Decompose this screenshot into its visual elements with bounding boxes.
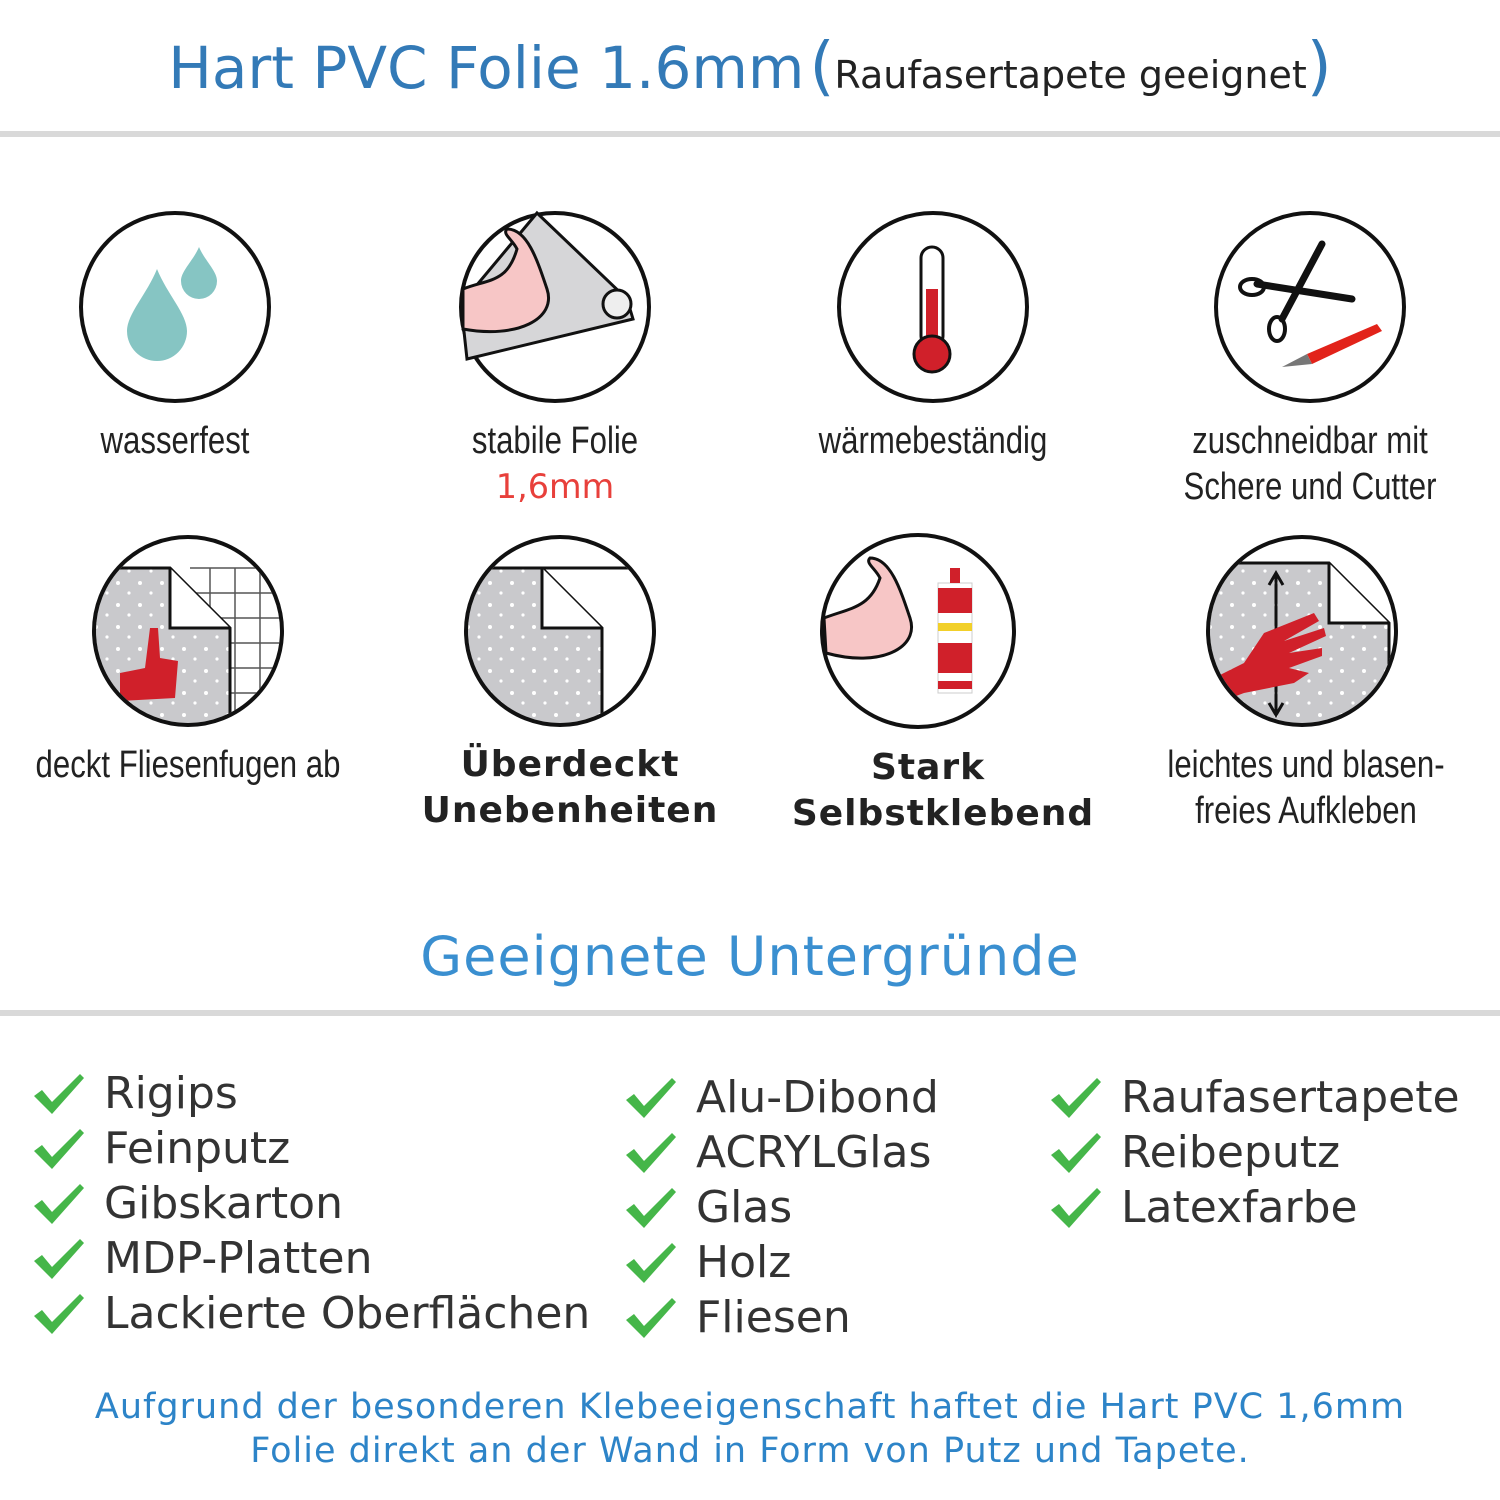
surface-item: Glas <box>624 1180 939 1235</box>
surface-label: Alu-Dibond <box>696 1072 939 1123</box>
surface-item: ACRYLGlas <box>624 1125 939 1180</box>
thermometer-icon <box>837 211 1029 403</box>
surface-item: Feinputz <box>32 1121 590 1176</box>
surface-label: Glas <box>696 1182 793 1233</box>
strong-adhesive-icon <box>820 533 1016 729</box>
check-icon <box>626 1132 676 1173</box>
page-title: Hart PVC Folie 1.6mm (Raufasertapete gee… <box>0 30 1500 104</box>
feature-label-uneven: Überdeckt Unebenheiten <box>410 742 730 834</box>
surface-item: Rigips <box>32 1066 590 1121</box>
tile-cover-icon <box>92 535 284 727</box>
surface-item: Reibeputz <box>1049 1125 1460 1180</box>
footer-note: Aufgrund der besonderen Klebeeigenschaft… <box>0 1385 1500 1473</box>
check-icon <box>34 1183 84 1224</box>
check-icon <box>34 1073 84 1114</box>
check-icon <box>34 1293 84 1334</box>
footer-line-1: Aufgrund der besonderen Klebeeigenschaft… <box>94 1387 1406 1427</box>
hand-smoothing-icon <box>1206 535 1398 727</box>
divider <box>0 131 1500 137</box>
feature-label-waterproof: wasserfest <box>100 420 250 462</box>
surface-item: MDP-Platten <box>32 1231 590 1286</box>
check-icon <box>1051 1132 1101 1173</box>
surface-label: Latexfarbe <box>1121 1182 1358 1233</box>
surface-item: Alu-Dibond <box>624 1070 939 1125</box>
surface-label: Lackierte Oberflächen <box>104 1288 591 1339</box>
footer-line-2: Folie direkt an der Wand in Form von Put… <box>250 1431 1250 1471</box>
surface-label: Fliesen <box>696 1292 851 1343</box>
cut-line-2: Schere und Cutter <box>1183 466 1437 508</box>
adhesive-line-1: Stark <box>870 747 986 788</box>
feature-label-stable: stabile Folie 1,6mm <box>432 418 678 510</box>
thickness-highlight: 1,6mm <box>495 467 615 507</box>
title-subtitle: Raufasertapete geeignet <box>834 53 1307 97</box>
check-icon <box>626 1077 676 1118</box>
surface-item: Holz <box>624 1235 939 1290</box>
check-icon <box>34 1238 84 1279</box>
surface-item: Raufasertapete <box>1049 1070 1460 1125</box>
check-icon <box>626 1242 676 1283</box>
surface-item: Fliesen <box>624 1290 939 1345</box>
easy-line-1: leichtes und blasen- <box>1167 744 1445 786</box>
scissors-cutter-icon <box>1214 211 1406 403</box>
surface-column-1: Rigips Feinputz Gibskarton MDP-Platten Lacki… <box>32 1066 590 1341</box>
paren-open: ( <box>809 30 835 104</box>
check-icon <box>34 1128 84 1169</box>
feature-label-heat: wärmebeständig <box>818 420 1048 462</box>
feature-label-easy: leichtes und blasen- freies Aufkleben <box>1142 742 1470 834</box>
surface-item: Gibskarton <box>32 1176 590 1231</box>
feature-label-cut: zuschneidbar mit Schere und Cutter <box>1146 418 1474 510</box>
check-icon <box>626 1297 676 1338</box>
surface-label: Reibeputz <box>1121 1127 1341 1178</box>
feature-label-adhesive: Stark Selbstklebend <box>783 745 1103 837</box>
surface-item: Latexfarbe <box>1049 1180 1460 1235</box>
surface-item: Lackierte Oberflächen <box>32 1286 590 1341</box>
strong-film-icon <box>459 210 651 403</box>
uneven-line-1: Überdeckt <box>460 744 680 785</box>
surface-label: MDP-Platten <box>104 1233 373 1284</box>
uneven-surface-icon <box>464 535 656 727</box>
surface-label: Holz <box>696 1237 792 1288</box>
surface-label: Gibskarton <box>104 1178 343 1229</box>
surface-column-3: Raufasertapete Reibeputz Latexfarbe <box>1049 1070 1460 1235</box>
check-icon <box>1051 1077 1101 1118</box>
stable-film-text: stabile Folie <box>471 420 639 462</box>
check-icon <box>1051 1187 1101 1228</box>
easy-line-2: freies Aufkleben <box>1195 790 1417 832</box>
surface-label: Rigips <box>104 1068 238 1119</box>
cut-line-1: zuschneidbar mit <box>1192 420 1428 462</box>
title-main: Hart PVC Folie 1.6mm <box>168 34 805 102</box>
divider <box>0 1010 1500 1016</box>
surface-label: ACRYLGlas <box>696 1127 932 1178</box>
feature-label-tiles: deckt Fliesenfugen ab <box>35 744 341 786</box>
surface-label: Feinputz <box>104 1123 291 1174</box>
adhesive-line-2: Selbstklebend <box>791 793 1095 834</box>
uneven-line-2: Unebenheiten <box>421 790 719 831</box>
check-icon <box>626 1187 676 1228</box>
water-drops-icon <box>79 211 271 403</box>
paren-close: ) <box>1306 30 1332 104</box>
section-title-surfaces: Geeignete Untergründe <box>420 925 1080 988</box>
surface-column-2: Alu-Dibond ACRYLGlas Glas Holz Fliesen <box>624 1070 939 1345</box>
surface-label: Raufasertapete <box>1121 1072 1460 1123</box>
